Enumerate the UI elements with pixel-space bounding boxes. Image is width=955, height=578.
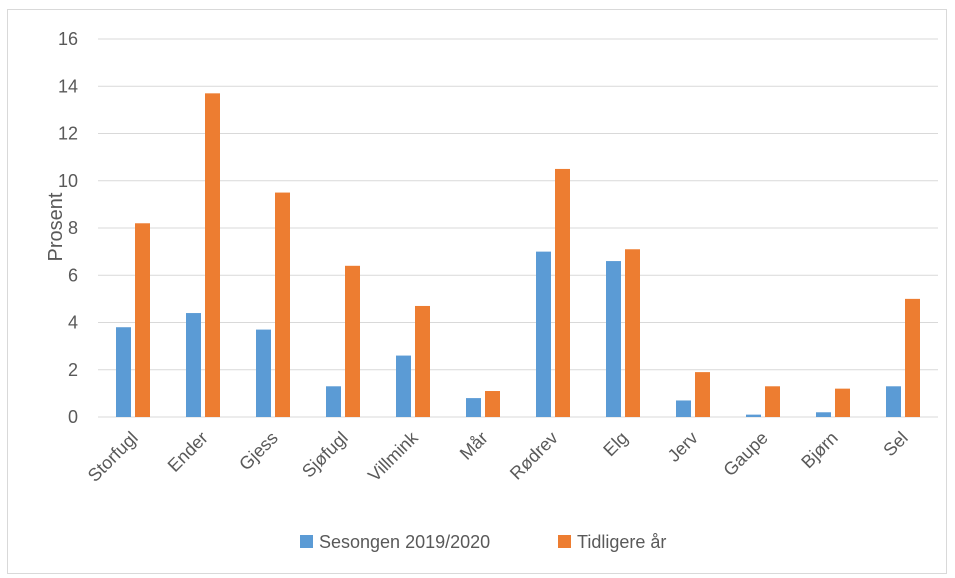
y-tick-label: 16 (58, 29, 78, 49)
x-tick-label: Gaupe (719, 428, 771, 480)
x-tick-label: Villmink (364, 427, 422, 485)
y-axis-title: Prosent (45, 192, 67, 261)
bar-tidligere-6 (555, 168, 570, 417)
bar-tidligere-5 (485, 391, 500, 417)
x-tick-label: Ender (164, 428, 212, 476)
legend: Sesongen 2019/2020 Tidligere år (300, 532, 666, 552)
bar-tidligere-0 (135, 223, 150, 417)
x-tick-label: Bjørn (797, 428, 842, 473)
legend-label: Tidligere år (577, 532, 666, 552)
bar-sesongen-1 (186, 313, 201, 417)
y-tick-label: 0 (68, 407, 78, 427)
y-tick-label: 4 (68, 313, 78, 333)
x-tick-label: Jerv (664, 428, 702, 466)
y-tick-label: 2 (68, 360, 78, 380)
y-tick-label: 6 (68, 265, 78, 285)
bar-sesongen-6 (536, 251, 551, 417)
bar-tidligere-10 (835, 388, 850, 417)
x-tick-label: Elg (599, 428, 632, 461)
y-tick-label: 8 (68, 218, 78, 238)
bar-sesongen-10 (816, 412, 831, 417)
x-tick-label: Sjøfugl (298, 428, 352, 482)
bar-sesongen-4 (396, 355, 411, 417)
legend-swatch (558, 535, 571, 548)
bar-tidligere-8 (695, 372, 710, 417)
legend-label: Sesongen 2019/2020 (319, 532, 490, 552)
chart-frame (7, 9, 947, 574)
bar-sesongen-0 (116, 327, 131, 417)
y-tick-label: 10 (58, 171, 78, 191)
bar-tidligere-4 (415, 305, 430, 417)
bar-tidligere-9 (765, 386, 780, 417)
x-tick-label: Rødrev (506, 428, 562, 484)
bar-tidligere-3 (345, 265, 360, 417)
x-axis-ticks: Storfugl Ender Gjess Sjøfugl Villmink Mår Rødr… (84, 427, 912, 486)
bar-sesongen-8 (676, 400, 691, 417)
y-tick-label: 14 (58, 76, 78, 96)
bar-sesongen-7 (606, 261, 621, 417)
bar-sesongen-3 (326, 386, 341, 417)
bar-sesongen-9 (746, 414, 761, 417)
bar-tidligere-2 (275, 192, 290, 417)
x-tick-label: Mår (456, 428, 492, 464)
x-tick-label: Sel (879, 428, 912, 461)
bar-sesongen-11 (886, 386, 901, 417)
bar-tidligere-7 (625, 249, 640, 417)
bar-sesongen-2 (256, 329, 271, 417)
bars (116, 93, 920, 418)
bar-tidligere-11 (905, 298, 920, 417)
x-tick-label: Storfugl (84, 428, 142, 486)
bar-tidligere-1 (205, 93, 220, 418)
y-axis-ticks: 0 2 4 6 8 10 12 14 16 (58, 29, 78, 427)
gridlines (98, 38, 938, 418)
bar-sesongen-5 (466, 398, 481, 417)
y-tick-label: 12 (58, 124, 78, 144)
legend-swatch (300, 535, 313, 548)
x-tick-label: Gjess (235, 428, 282, 475)
